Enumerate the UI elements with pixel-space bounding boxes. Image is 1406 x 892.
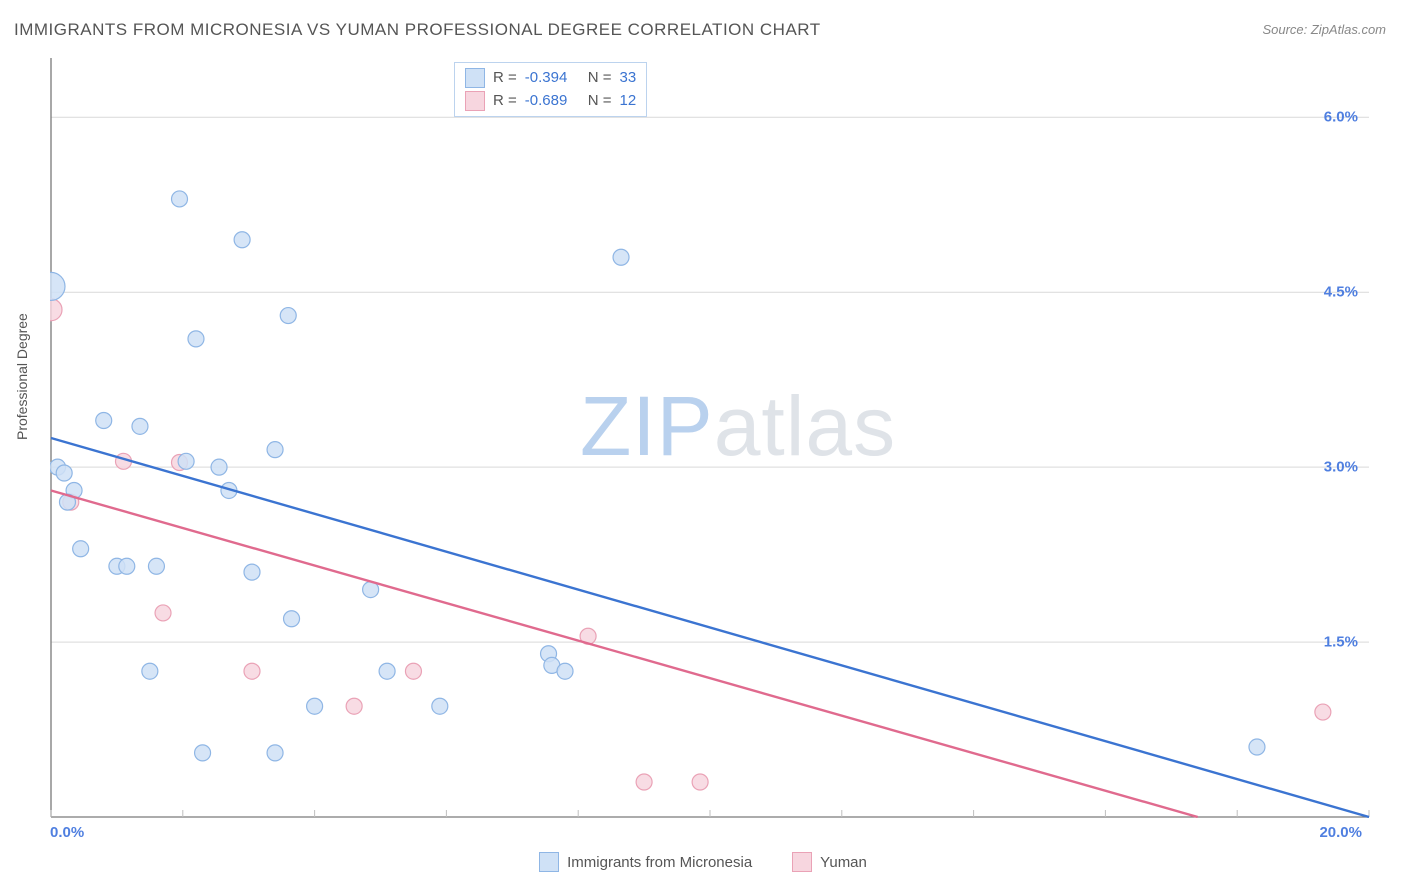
ytick-label: 6.0% (1324, 109, 1358, 126)
legend-item-pink: Yuman (792, 852, 867, 872)
swatch-blue (465, 68, 485, 88)
plot-area: ZIPatlas R = -0.394 N = 33 R = -0.689 N … (50, 58, 1370, 818)
r-value-pink: -0.689 (525, 90, 580, 113)
stat-row-pink: R = -0.689 N = 12 (465, 90, 636, 113)
n-label: N = (588, 90, 612, 113)
n-label: N = (588, 67, 612, 90)
r-value-blue: -0.394 (525, 67, 580, 90)
n-value-blue: 33 (620, 67, 637, 90)
stat-box: R = -0.394 N = 33 R = -0.689 N = 12 (454, 62, 647, 117)
legend-swatch-blue (539, 852, 559, 872)
x-axis-start-label: 0.0% (50, 824, 84, 841)
legend-item-blue: Immigrants from Micronesia (539, 852, 752, 872)
swatch-pink (465, 91, 485, 111)
n-value-pink: 12 (620, 90, 637, 113)
legend-label-pink: Yuman (820, 854, 867, 871)
r-label: R = (493, 90, 517, 113)
r-label: R = (493, 67, 517, 90)
ytick-label: 3.0% (1324, 459, 1358, 476)
stat-row-blue: R = -0.394 N = 33 (465, 67, 636, 90)
ytick-label: 4.5% (1324, 284, 1358, 301)
legend-label-blue: Immigrants from Micronesia (567, 854, 752, 871)
chart-container: IMMIGRANTS FROM MICRONESIA VS YUMAN PROF… (0, 0, 1406, 892)
plot-svg (50, 58, 1370, 818)
ytick-label: 1.5% (1324, 634, 1358, 651)
chart-title: IMMIGRANTS FROM MICRONESIA VS YUMAN PROF… (14, 20, 821, 40)
y-axis-label: Professional Degree (14, 313, 30, 440)
source-label: Source: ZipAtlas.com (1262, 22, 1386, 37)
legend-swatch-pink (792, 852, 812, 872)
x-axis-end-label: 20.0% (1319, 824, 1362, 841)
bottom-legend: Immigrants from Micronesia Yuman (0, 852, 1406, 872)
